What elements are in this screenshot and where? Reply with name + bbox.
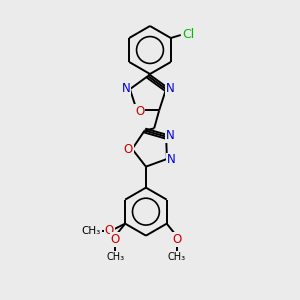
- Text: Cl: Cl: [183, 28, 195, 40]
- Text: CH₃: CH₃: [82, 226, 101, 236]
- Text: CH₃: CH₃: [168, 252, 186, 262]
- Text: N: N: [166, 129, 175, 142]
- Text: N: N: [166, 82, 174, 94]
- Text: O: O: [104, 224, 114, 237]
- Text: O: O: [124, 142, 133, 155]
- Text: CH₃: CH₃: [106, 252, 124, 262]
- Text: O: O: [135, 105, 145, 118]
- Text: O: O: [110, 233, 120, 246]
- Text: O: O: [172, 233, 181, 246]
- Text: N: N: [167, 154, 175, 166]
- Text: N: N: [122, 82, 130, 94]
